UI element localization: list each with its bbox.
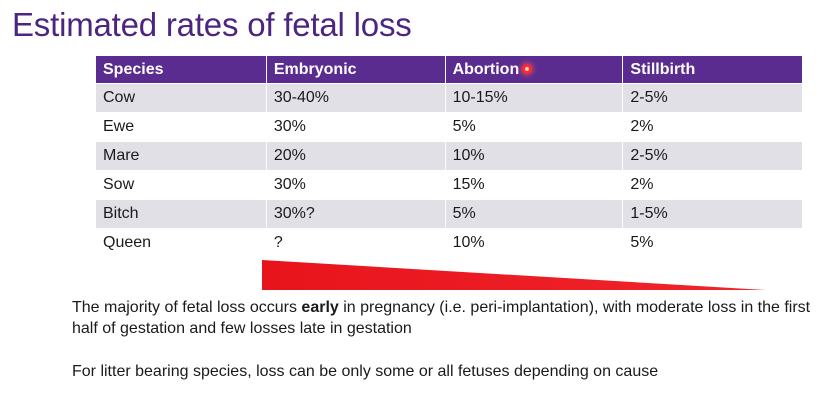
cell-species: Cow [96,83,267,113]
decreasing-loss-wedge [262,260,766,290]
cell-abortion: 5% [445,199,624,229]
cell-embryonic: 30-40% [266,83,446,113]
cell-abortion: 10-15% [445,83,624,113]
table-row: Mare 20% 10% 2-5% [96,141,802,171]
cell-abortion: 10% [445,141,624,171]
header-stillbirth: Stillbirth [622,56,802,84]
cell-embryonic: 30% [266,170,446,200]
p1-emphasis-early: early [301,299,339,316]
fetal-loss-table: Species Embryonic Abortion Stillbirth Co… [96,56,802,257]
wedge-shape [262,260,766,290]
p1-text-end: in pregnancy (i.e. peri-implantation), w… [72,299,811,337]
cell-species: Queen [96,228,267,257]
table-header-row: Species Embryonic Abortion Stillbirth [96,56,802,84]
laser-pointer-icon [522,63,533,74]
table-row: Sow 30% 15% 2% [96,170,802,200]
cell-species: Mare [96,141,267,171]
cell-abortion: 10% [445,228,624,257]
table-row: Ewe 30% 5% 2% [96,112,802,142]
cell-species: Ewe [96,112,267,142]
cell-stillbirth: 2-5% [622,141,802,171]
cell-embryonic: 20% [266,141,446,171]
cell-embryonic: 30%? [266,199,446,229]
paragraph-fetal-loss-timing: The majority of fetal loss occurs early … [72,297,812,339]
cell-stillbirth: 5% [622,228,802,257]
cell-stillbirth: 2% [622,170,802,200]
cell-abortion: 5% [445,112,624,142]
header-abortion: Abortion [445,56,624,84]
cell-stillbirth: 2-5% [622,83,802,113]
table-row: Queen ? 10% 5% [96,228,802,257]
cell-species: Bitch [96,199,267,229]
cell-embryonic: 30% [266,112,446,142]
paragraph-litter-species: For litter bearing species, loss can be … [72,363,659,380]
slide-title: Estimated rates of fetal loss [12,6,412,43]
header-abortion-label: Abortion [452,60,520,78]
header-species: Species [96,56,267,84]
cell-embryonic: ? [266,228,446,257]
table-row: Bitch 30%? 5% 1-5% [96,199,802,229]
cell-stillbirth: 1-5% [622,199,802,229]
cell-abortion: 15% [445,170,624,200]
table-row: Cow 30-40% 10-15% 2-5% [96,83,802,113]
cell-stillbirth: 2% [622,112,802,142]
header-embryonic: Embryonic [266,56,446,84]
cell-species: Sow [96,170,267,200]
p1-text-start: The majority of fetal loss occurs [72,299,302,316]
